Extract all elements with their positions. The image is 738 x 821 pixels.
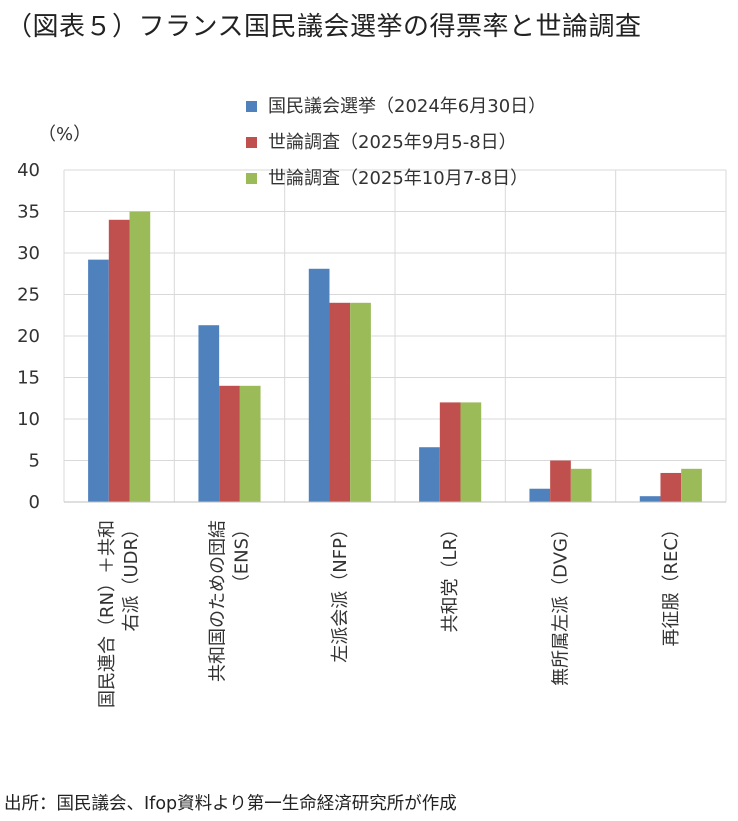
bar — [239, 385, 261, 502]
y-tick-label: 35 — [17, 202, 40, 223]
bar — [129, 211, 151, 502]
y-unit-label: （%） — [38, 124, 91, 145]
legend: 国民議会選挙（2024年6月30日） 世論調査（2025年9月5-8日） 世論調査（… — [246, 96, 546, 189]
legend-label: 国民議会選挙（2024年6月30日） — [268, 96, 546, 117]
bar — [108, 219, 130, 503]
bar — [529, 488, 551, 502]
bar — [419, 447, 440, 502]
bar — [308, 268, 330, 502]
y-tick-label: 40 — [17, 160, 40, 181]
y-tick-label: 0 — [29, 492, 40, 513]
source-note: 出所：国民議会、Ifop資料より第一生命経済研究所が作成 — [4, 794, 457, 814]
x-tick-label: 共和党（LR） — [440, 520, 461, 633]
x-axis: 国民連合（RN）＋共和 右派（UDR） 共和国のための団結 （ENS） 左派会派（NFP… — [64, 501, 726, 708]
bar — [219, 385, 240, 502]
x-tick-label: 右派（UDR） — [121, 520, 142, 632]
legend-label: 世論調査（2025年10月7-8日） — [268, 168, 528, 189]
y-tick-label: 25 — [17, 285, 40, 306]
x-tick-label: 国民連合（RN）＋共和 — [97, 520, 118, 708]
y-tick-label: 30 — [17, 243, 40, 264]
y-tick-label: 15 — [17, 368, 40, 389]
x-tick-label: 再征服（REC） — [661, 520, 682, 646]
bar — [460, 402, 482, 502]
x-tick-label: 左派会派（NFP） — [330, 520, 351, 663]
bars — [88, 211, 702, 503]
y-axis: 0 5 10 15 20 25 30 35 40 （%） — [17, 124, 91, 513]
legend-label: 世論調査（2025年9月5-8日） — [268, 132, 517, 153]
bar — [660, 472, 682, 502]
bar — [329, 302, 351, 502]
legend-swatch — [246, 101, 257, 112]
bar — [550, 460, 571, 502]
gridlines — [63, 169, 727, 503]
bar — [350, 302, 371, 502]
x-tick-label: 無所属左派（DVG） — [551, 520, 572, 686]
y-tick-label: 10 — [17, 409, 40, 430]
bar — [570, 468, 592, 502]
x-tick-label: （ENS） — [232, 520, 253, 592]
bar — [681, 468, 702, 502]
bar — [639, 496, 661, 502]
x-tick-label: 共和国のための団結 — [208, 520, 229, 682]
bar — [88, 259, 109, 502]
legend-swatch — [246, 137, 257, 148]
bar — [439, 402, 461, 502]
y-tick-label: 20 — [17, 326, 40, 347]
page-title: （図表５）フランス国民議会選挙の得票率と世論調査 — [6, 12, 642, 42]
y-tick-label: 5 — [29, 451, 40, 472]
bar — [198, 325, 220, 502]
legend-swatch — [246, 173, 257, 184]
